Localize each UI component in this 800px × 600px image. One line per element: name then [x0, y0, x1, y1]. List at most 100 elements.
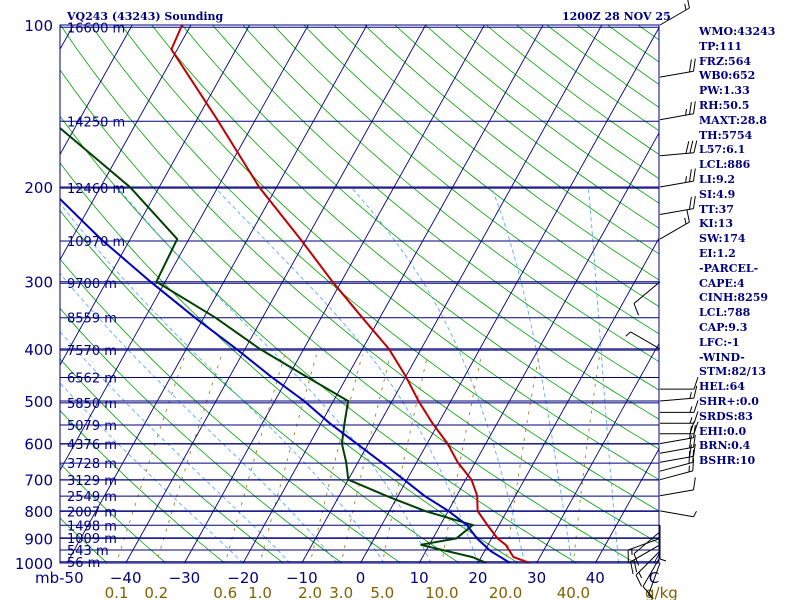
- height-label: 2549 m: [67, 490, 117, 505]
- isotherm: [60, 25, 133, 156]
- index-item: LFC:-1: [699, 335, 740, 349]
- pressure-label: 1000: [15, 555, 53, 573]
- isotherm: [477, 237, 659, 563]
- wind-barb-feather: [692, 458, 695, 471]
- wind-barb-feather: [693, 400, 699, 413]
- isotherm: [594, 447, 659, 563]
- isotherm: [60, 25, 250, 366]
- wind-barb-half-feather: [693, 510, 697, 518]
- dry-adiabat: [212, 25, 659, 391]
- height-label: 5850 m: [67, 397, 117, 412]
- height-label: 10970 m: [67, 235, 125, 250]
- wind-barb-feather: [633, 553, 640, 566]
- wind-barb-feather: [693, 58, 696, 72]
- isotherm: [60, 25, 192, 261]
- index-item: -WIND-: [699, 350, 745, 364]
- dry-adiabat: [60, 115, 578, 563]
- isotherm: [0, 25, 15, 563]
- wind-barb-feather: [693, 421, 699, 434]
- wind-barb-feather: [686, 209, 690, 223]
- isotherm: [301, 25, 603, 563]
- temperature-label: 20: [468, 569, 487, 587]
- wind-barb-feather: [693, 376, 699, 390]
- background-grid: [0, 25, 659, 563]
- index-item: SI:4.9: [699, 187, 736, 201]
- wind-barb-feather: [693, 385, 698, 399]
- temperature-label: −30: [169, 569, 201, 587]
- wind-barb-half-feather: [684, 3, 687, 11]
- wind-barb-staff: [659, 437, 694, 445]
- wind-barb-feather: [630, 561, 634, 575]
- index-item: L57:6.1: [699, 143, 746, 157]
- mixing-ratio-label: 0.6: [213, 584, 237, 600]
- mixing-ratio-unit: g/kg: [645, 584, 678, 600]
- temperature-label: −20: [227, 569, 259, 587]
- wind-barb-feather: [689, 196, 692, 210]
- temperature-label: 0: [356, 569, 366, 587]
- valid-time: 1200Z 28 NOV 25: [562, 10, 671, 23]
- dry-adiabat: [60, 462, 167, 563]
- index-item: LCL:886: [699, 158, 751, 172]
- index-item: CINH:8259: [699, 291, 769, 305]
- mixing-ratio-label: 10.0: [425, 584, 458, 600]
- height-label: 543 m: [67, 544, 109, 559]
- pressure-label: 700: [24, 472, 53, 490]
- index-item: EHI:0.0: [699, 424, 747, 438]
- stability-indices: WMO:43243 TP:111 FRZ:564 WB0:652 PW:1.33 RH:5…: [699, 25, 775, 469]
- mixing-ratio-line: [505, 354, 540, 563]
- index-item: SHR+:0.0: [699, 394, 759, 408]
- pressure-label: 300: [24, 274, 53, 292]
- height-label: 16600 m: [67, 21, 125, 36]
- index-item: WB0:652: [699, 69, 756, 83]
- wind-barb-half-feather: [648, 594, 654, 600]
- dry-adiabat: [60, 409, 226, 563]
- dry-adiabat: [242, 25, 659, 363]
- wind-barb-feather: [689, 140, 694, 154]
- moist-adiabat: [214, 186, 479, 563]
- sounding-profiles: [60, 25, 530, 563]
- wind-barb-feather: [693, 443, 696, 457]
- wind-barb-feather: [689, 101, 692, 115]
- wind-barb-staff: [642, 556, 661, 587]
- index-item: TP:111: [699, 39, 743, 53]
- height-label: 3728 m: [67, 457, 117, 472]
- index-item: TH:5754: [699, 128, 753, 142]
- height-label: 8559 m: [67, 312, 117, 327]
- wind-barb-feather: [633, 303, 640, 316]
- height-label: 4376 m: [67, 438, 117, 453]
- wind-barb-staff: [659, 208, 694, 215]
- wind-barb-staff: [633, 281, 661, 304]
- index-item: BSHR:10: [699, 454, 756, 468]
- wind-barb-half-feather: [689, 417, 693, 424]
- height-label: 3129 m: [67, 474, 117, 489]
- dry-adiabat: [303, 25, 659, 308]
- dry-adiabat: [181, 25, 659, 420]
- dry-adiabat: [60, 517, 108, 563]
- mixing-ratio-line: [572, 354, 601, 563]
- index-item: HEL:64: [699, 380, 745, 394]
- dry-adiabat: [60, 307, 343, 563]
- wind-barb-feather: [689, 59, 692, 72]
- height-label: 14250 m: [67, 115, 125, 130]
- wind-barb-staff: [659, 221, 690, 240]
- moist-adiabat: [60, 272, 338, 563]
- index-item: CAPE:4: [699, 276, 745, 290]
- wind-barb-staff: [659, 397, 694, 402]
- index-item: FRZ:564: [699, 54, 752, 68]
- temperature-label: −40: [110, 569, 142, 587]
- isotherm: [360, 26, 659, 563]
- wind-barb-staff: [659, 152, 694, 157]
- index-item: RH:50.5: [699, 98, 750, 112]
- temperature-label: −10: [286, 569, 318, 587]
- wind-barb-half-feather: [684, 217, 687, 225]
- pressure-label: 500: [24, 393, 53, 411]
- index-item: CAP:9.3: [699, 320, 748, 334]
- temperature-label: 40: [586, 569, 605, 587]
- height-label: 56 m: [67, 556, 100, 571]
- index-item: SRDS:83: [699, 409, 753, 423]
- wind-barb-feather: [687, 0, 690, 9]
- wind-barb-staff: [630, 331, 661, 350]
- mixing-ratio-line: [115, 354, 186, 563]
